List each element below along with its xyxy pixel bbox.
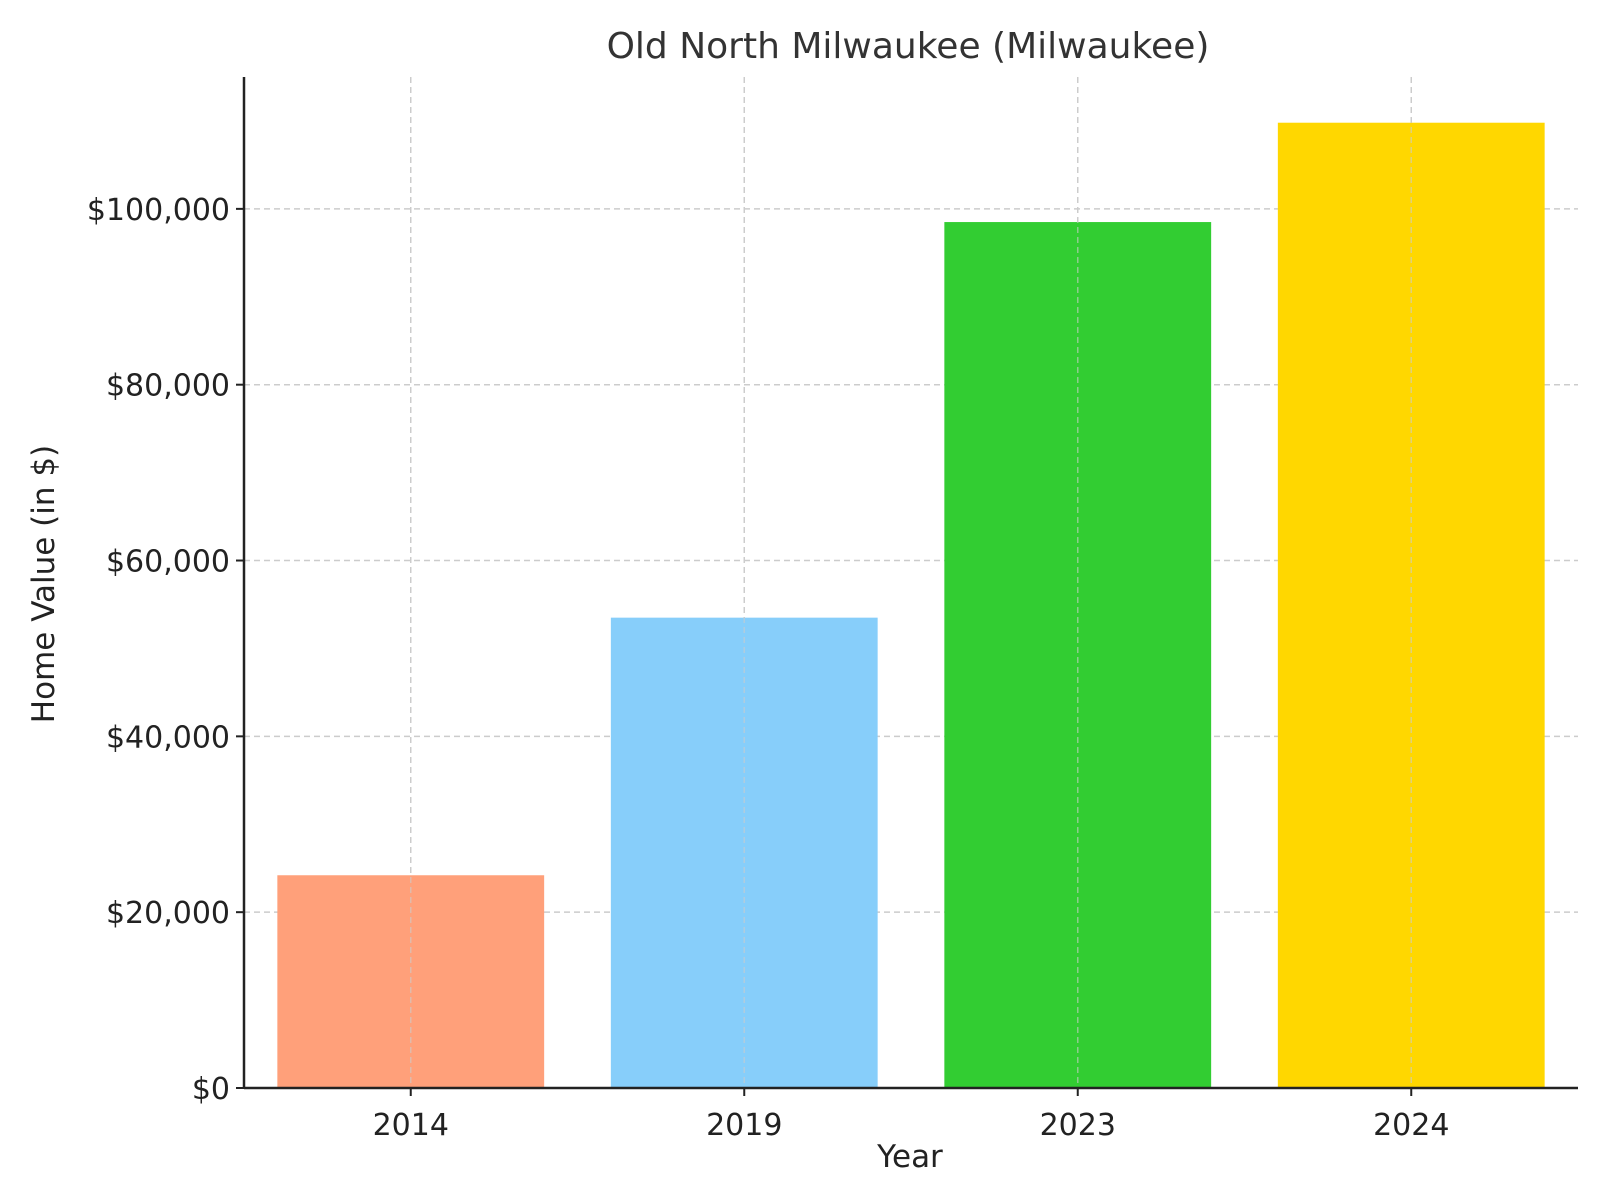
axes	[236, 77, 1578, 1096]
x-tick-label: 2024	[1373, 1108, 1449, 1143]
y-tick-label: $60,000	[106, 545, 230, 580]
y-tick-label: $20,000	[106, 896, 230, 931]
y-tick-label: $100,000	[87, 193, 230, 228]
y-axis-label: Home Value (in $)	[26, 445, 62, 723]
x-tick-labels: 2014 2019 2023 2024	[373, 1108, 1450, 1143]
y-tick-label: $80,000	[106, 369, 230, 404]
x-tick-label: 2019	[706, 1108, 782, 1143]
chart-title: Old North Milwaukee (Milwaukee)	[607, 26, 1210, 67]
y-tick-label: $40,000	[106, 720, 230, 755]
y-tick-label: $0	[192, 1072, 230, 1107]
bars	[277, 122, 1545, 1088]
x-axis-label: Year	[876, 1139, 943, 1175]
x-tick-label: 2014	[373, 1108, 449, 1143]
y-tick-labels: $0 $20,000 $40,000 $60,000 $80,000 $100,000	[87, 193, 230, 1107]
x-tick-label: 2023	[1040, 1108, 1116, 1143]
bar-2023	[944, 222, 1212, 1088]
